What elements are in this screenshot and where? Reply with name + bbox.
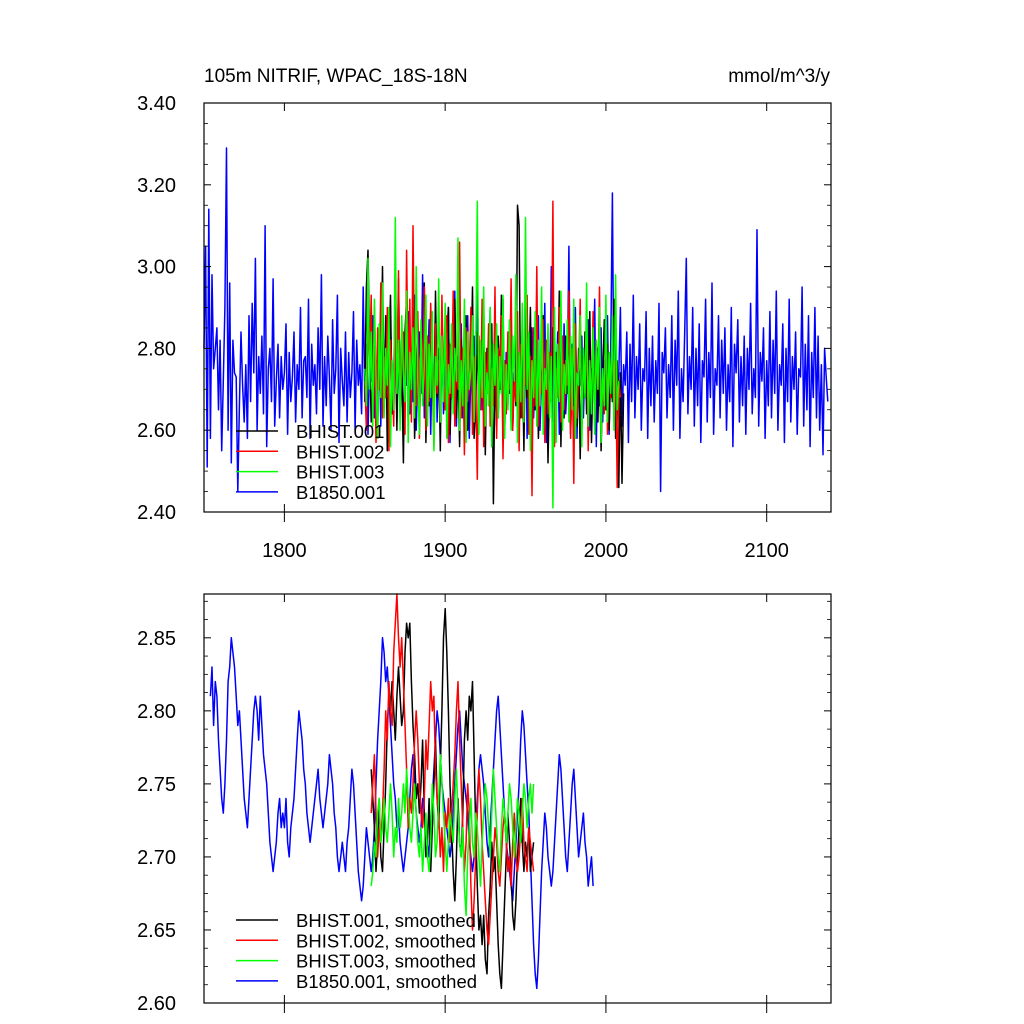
top-series-group — [203, 147, 829, 509]
bot-y-tick-label: 2.65 — [137, 920, 176, 942]
top-legend-label: B1850.001 — [296, 482, 386, 503]
top-x-tick-label: 2000 — [584, 540, 629, 562]
top-y-axis: 2.40 2.60 2.80 3.00 3.20 3.40 — [137, 93, 831, 524]
top-x-axis: 1800 1900 2000 2100 — [262, 103, 789, 562]
chart-title: 105m NITRIF, WPAC_18S-18N — [204, 66, 468, 87]
bot-legend-label: BHIST.003, smoothed — [296, 951, 476, 972]
bot-y-tick-label: 2.80 — [137, 701, 176, 723]
top-y-tick-label: 3.40 — [137, 93, 176, 115]
top-legend-label: BHIST.001 — [296, 421, 384, 442]
bottom-panel: 2.60 2.65 2.70 2.75 2.80 2.85 BHIST.001, smoo… — [137, 593, 832, 1015]
top-series-line-2 — [364, 200, 620, 509]
bottom-x-axis — [283, 594, 768, 1013]
top-y-tick-label: 2.60 — [137, 420, 176, 442]
top-y-tick-label: 3.20 — [137, 175, 176, 197]
bot-legend-label: BHIST.001, smoothed — [296, 910, 476, 931]
bot-y-tick-label: 2.60 — [137, 993, 176, 1015]
top-legend-label: BHIST.002 — [296, 441, 384, 462]
bot-y-tick-label: 2.85 — [137, 628, 176, 650]
top-legend-label: BHIST.003 — [296, 462, 384, 483]
units-label: mmol/m^3/y — [728, 66, 830, 87]
bottom-series-group — [209, 593, 594, 990]
bottom-plot-frame — [203, 593, 832, 1004]
bot-legend-label: B1850.001, smoothed — [296, 971, 477, 992]
top-x-tick-label: 1900 — [423, 540, 468, 562]
top-y-tick-label: 2.40 — [137, 502, 176, 524]
bot-legend-label: BHIST.002, smoothed — [296, 930, 476, 951]
bot-series-line-1 — [370, 593, 535, 946]
bot-series-line-2 — [370, 753, 535, 917]
bot-y-tick-label: 2.70 — [137, 847, 176, 869]
bot-y-tick-label: 2.75 — [137, 774, 176, 796]
top-y-tick-label: 2.80 — [137, 338, 176, 360]
top-panel: 105m NITRIF, WPAC_18S-18N mmol/m^3/y 2.4… — [137, 66, 832, 562]
top-x-tick-label: 2100 — [744, 540, 789, 562]
bottom-y-axis: 2.60 2.65 2.70 2.75 2.80 2.85 — [137, 600, 831, 1015]
top-x-tick-label: 1800 — [262, 540, 307, 562]
top-y-tick-label: 3.00 — [137, 257, 176, 279]
